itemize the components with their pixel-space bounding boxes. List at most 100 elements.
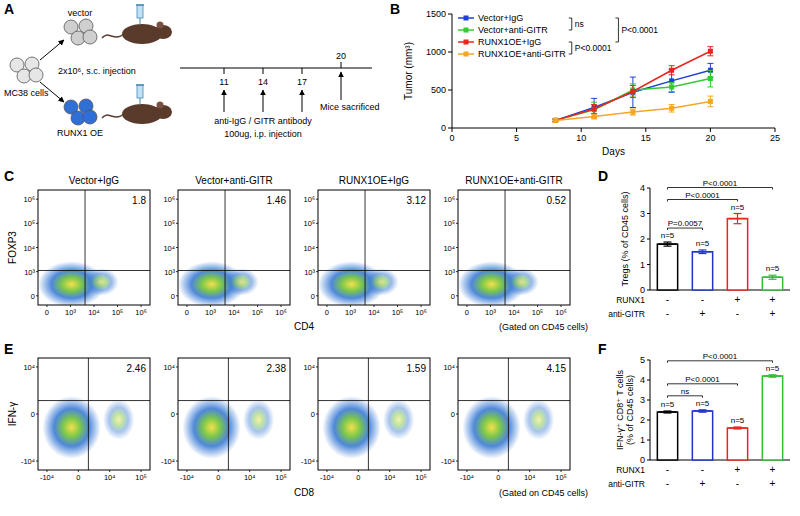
tick (36, 461, 38, 462)
error-bar (591, 98, 597, 116)
error-cap (734, 213, 742, 214)
syringe (137, 85, 143, 98)
tick (36, 295, 38, 296)
cell (83, 110, 97, 124)
tick (645, 128, 646, 132)
density (83, 268, 119, 296)
tick (647, 380, 650, 381)
density (103, 399, 134, 439)
percentage: 1.8 (132, 195, 146, 206)
arm-label: RUNX1 OE (57, 128, 103, 138)
tick-label: 10⁶ (164, 195, 175, 204)
tick (456, 199, 458, 200)
percentage: 3.12 (407, 195, 427, 206)
flow-plot: 4.15-10⁴010⁴-10⁴010⁴10⁵ (441, 358, 570, 482)
error-bar (707, 47, 713, 56)
series-line (555, 101, 710, 120)
annotation: P<0.0001 (685, 375, 720, 384)
axis-title: Tumor (mm³) (403, 42, 414, 100)
tick-label: 0 (451, 410, 455, 419)
error-bar (763, 275, 781, 279)
tick (389, 470, 390, 472)
tick (176, 461, 178, 462)
gate-line (318, 400, 430, 401)
tick (257, 305, 258, 307)
tick (109, 470, 110, 472)
error-cap (707, 55, 713, 56)
tick (710, 128, 711, 132)
syringe (137, 5, 143, 18)
condition-sign: - (666, 478, 669, 489)
mean-line (728, 218, 746, 220)
bracket (668, 396, 703, 398)
tick (561, 305, 562, 307)
error-cap (707, 70, 713, 71)
n-label: n=5 (731, 416, 745, 425)
tick-label: 0 (311, 292, 315, 301)
annotation: P<0.0001 (685, 191, 720, 200)
tick-label: 10⁵ (252, 308, 263, 317)
tick (176, 295, 178, 296)
tick (326, 305, 327, 307)
error-cap (669, 112, 675, 113)
mean-line (763, 277, 781, 279)
error-cap (769, 275, 777, 276)
flow-panel: IFN-γ2.46-10⁴010⁴-10⁴010⁴10⁵2.38-10⁴010⁴… (7, 358, 588, 498)
tick-label: 0 (31, 292, 35, 301)
tick-label: 10³ (485, 308, 496, 317)
error-cap (630, 85, 636, 86)
tick-label: 10⁵ (112, 308, 123, 317)
marker (592, 114, 597, 119)
bar-panel: 01234Tregs (% of CD45 cells)n=5n=5n=5n=5… (608, 179, 790, 320)
condition-sign: - (666, 294, 669, 305)
density-group (458, 261, 539, 305)
x-axis (452, 128, 775, 129)
bar (727, 219, 747, 290)
condition-sign: + (770, 464, 776, 475)
tick-label: 10⁵ (415, 473, 426, 482)
error-bar (658, 242, 676, 246)
tick-label: 10³ (444, 268, 455, 277)
tick-label: 500 (431, 85, 446, 95)
mean-line (693, 410, 711, 412)
legend-marker (464, 16, 469, 21)
legend-label: Vector+anti-GITR (478, 25, 548, 35)
n-label: n=5 (696, 399, 710, 408)
mean-line (658, 411, 676, 413)
tick (210, 305, 211, 307)
bracket (668, 384, 738, 386)
error-bar (669, 82, 675, 91)
tick-label: -10⁴ (161, 457, 175, 466)
arrow (224, 90, 225, 112)
tick-label: 10⁶ (555, 308, 566, 317)
tick-label: 0 (311, 410, 315, 419)
plot-frame (178, 358, 290, 470)
condition-sign: + (735, 294, 741, 305)
plot-area (552, 47, 713, 123)
cell (83, 30, 97, 44)
tick-label: 0 (185, 308, 189, 317)
marker (630, 89, 635, 94)
tick (561, 470, 562, 472)
tick-label: 1 (640, 435, 645, 445)
error-cap (630, 77, 636, 78)
tick-label: 10⁶ (444, 195, 455, 204)
injection-label: 2x10⁶, s.c. injection (58, 66, 136, 76)
gate-line (318, 270, 430, 271)
tick (537, 305, 538, 307)
density-group (318, 261, 399, 305)
tick (94, 305, 95, 307)
tick (326, 470, 327, 472)
figure: ABCDEFMC38 cellsvectorRUNX1 OE2x10⁶, s.c… (0, 0, 800, 516)
tick (316, 295, 318, 296)
plot-frame (318, 190, 430, 305)
tick-label: 0 (171, 292, 175, 301)
mouse-head (154, 105, 172, 119)
panel-letter: F (598, 341, 607, 357)
bar (692, 252, 712, 290)
error-bar (707, 70, 713, 87)
tick-label: 10⁵ (392, 308, 403, 317)
sacrifice-label: Mice sacrificed (320, 102, 380, 112)
tick (775, 128, 776, 132)
mean-line (763, 375, 781, 377)
